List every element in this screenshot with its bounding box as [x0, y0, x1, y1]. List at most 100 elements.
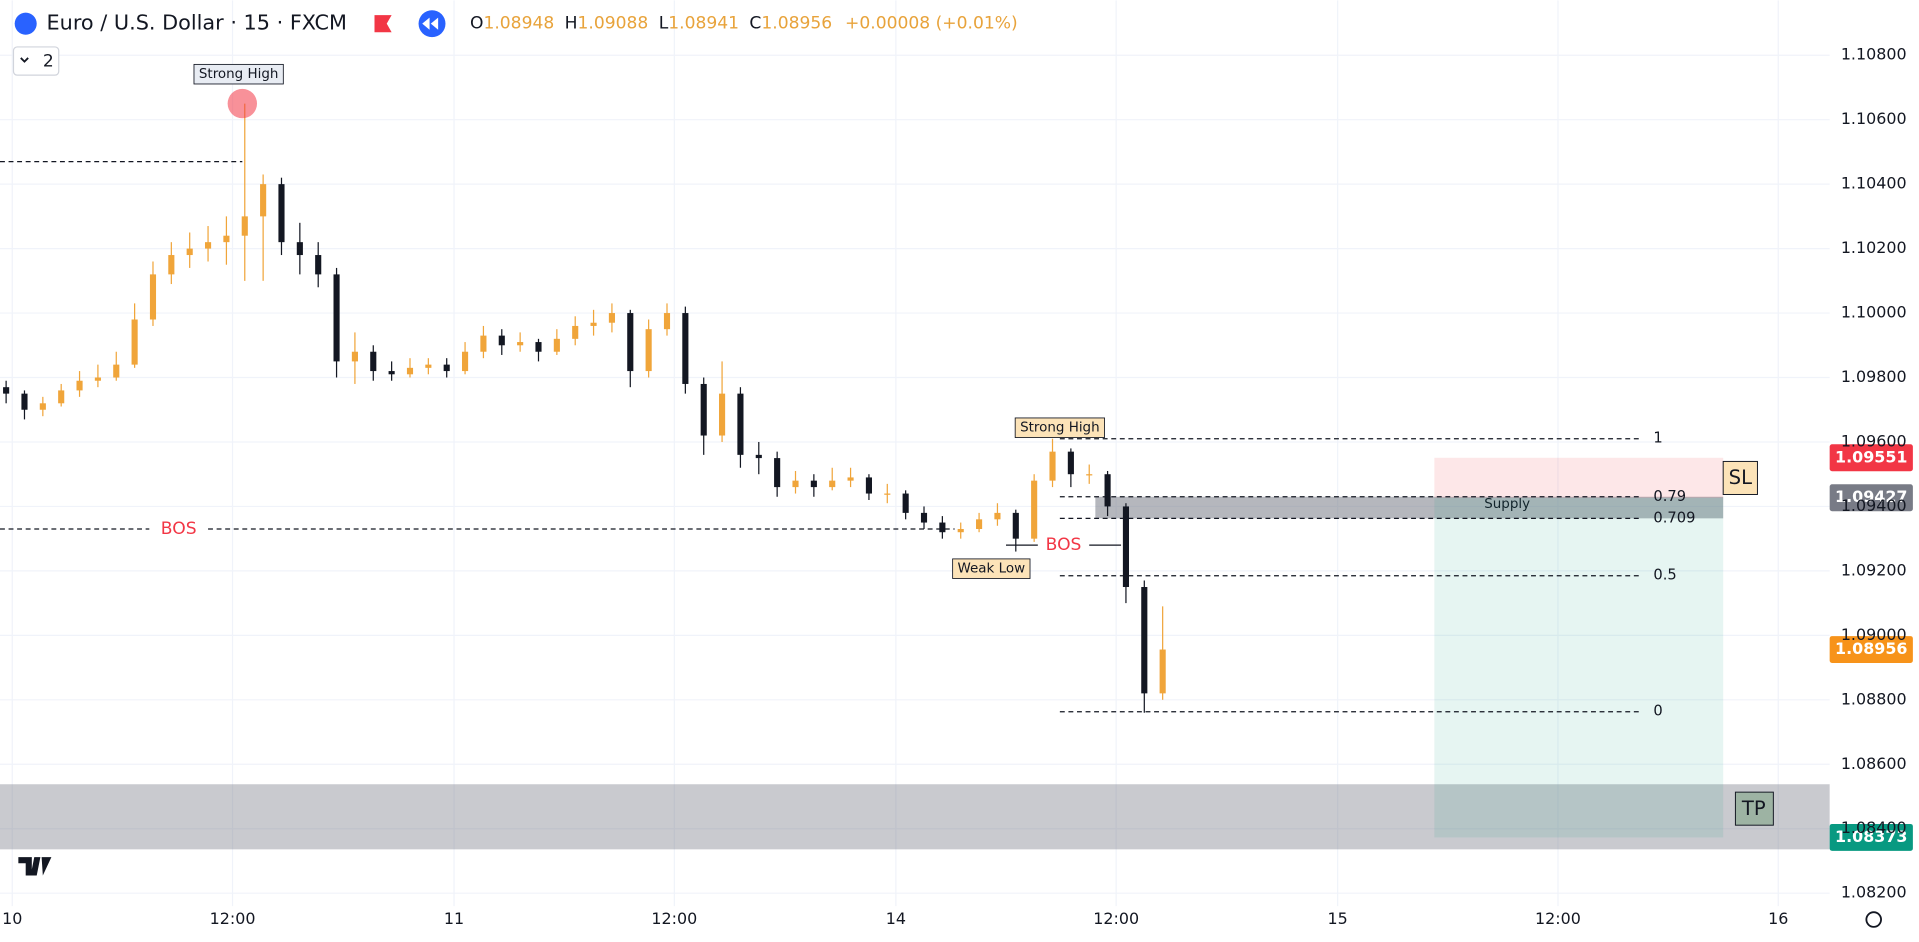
x-tick-label: 10	[2, 909, 22, 928]
zones: Supply SL TP	[0, 457, 1830, 850]
candle-body	[939, 522, 946, 533]
ohlc-label: H	[565, 14, 578, 34]
y-tick-label: 1.08400	[1841, 818, 1907, 837]
x-tick-label: 15	[1328, 909, 1348, 928]
y-tick-label: 1.09000	[1841, 625, 1907, 644]
annotations: Strong High BOS Strong High Weak Low BOS 1 0.7…	[0, 63, 1913, 851]
candle-body	[663, 313, 671, 330]
x-tick-label: 12:00	[651, 909, 697, 928]
candle-body	[737, 393, 744, 455]
stop-zone	[1434, 457, 1724, 498]
change: +0.00008 (+0.01%)	[845, 14, 1018, 34]
candle-body	[388, 371, 395, 375]
candle-body	[168, 255, 175, 275]
candle-body	[333, 274, 340, 362]
zone	[1095, 496, 1724, 519]
logo	[18, 857, 52, 876]
y-tick-label: 1.08200	[1841, 883, 1907, 902]
y-tick-label: 1.10800	[1841, 45, 1907, 64]
candle-body	[260, 184, 267, 217]
candle-body	[498, 335, 505, 346]
bos-label: BOS	[161, 519, 197, 539]
chevron-icon	[20, 57, 29, 63]
candle-body	[645, 329, 652, 372]
candle-body	[920, 512, 928, 523]
candle-body	[278, 184, 285, 243]
candle-body	[370, 351, 377, 372]
y-tick-label: 1.10400	[1841, 174, 1907, 193]
candle-body	[149, 274, 157, 320]
candle-body	[1159, 649, 1166, 694]
settings-button[interactable]	[1865, 911, 1882, 928]
ohlc-label: C	[749, 14, 761, 34]
y-tick-label: 1.08600	[1841, 754, 1907, 773]
candle-body	[700, 383, 707, 436]
candle-body	[462, 351, 469, 372]
candle-body	[517, 342, 524, 346]
price-tag	[1829, 444, 1913, 472]
candle-body	[443, 364, 450, 372]
x-tick-label: 16	[1768, 909, 1788, 928]
ohlc-label: L	[659, 14, 669, 34]
indicator-toggle[interactable]	[12, 46, 60, 76]
candle-body	[627, 313, 634, 372]
annotation-label: Strong High	[1020, 421, 1100, 436]
tp-label: TP	[1741, 797, 1766, 820]
y-tick-label: 1.08800	[1841, 689, 1907, 708]
candle-body	[204, 242, 212, 249]
replay-icon	[422, 17, 439, 30]
high-marker	[227, 88, 258, 119]
annotation-box	[1014, 417, 1105, 438]
candle-body	[719, 393, 726, 436]
sl-label: SL	[1729, 466, 1752, 489]
fib-label: 0	[1653, 703, 1662, 720]
candle-body	[608, 313, 615, 323]
price-tag-label: 1.08373	[1835, 827, 1907, 846]
candle-body	[572, 325, 579, 339]
ohlc-value: 1.08941	[668, 14, 739, 34]
header: Euro / U.S. Dollar · 15 · FXCM O1.08948 …	[12, 10, 1018, 76]
candle-body	[1141, 587, 1148, 694]
fib-label: 0.5	[1653, 567, 1676, 584]
annotation-label: Weak Low	[958, 562, 1026, 577]
candle-body	[1067, 451, 1074, 475]
candle-body	[994, 512, 1001, 520]
axes: 1.08200 1.08400 1.08600 1.08800 1.09000 1.092…	[2, 45, 1906, 928]
candle-body	[94, 377, 101, 381]
candle-body	[553, 338, 560, 352]
price-tag	[1829, 636, 1913, 663]
candle-body	[351, 351, 358, 362]
candle-body	[113, 364, 120, 378]
ohlc-readout: O1.08948 H1.09088 L1.08941 C1.08956 +0.0…	[470, 14, 1018, 34]
candle-body	[3, 387, 10, 394]
candle-body	[810, 480, 817, 488]
candle-body	[21, 393, 28, 410]
candle-body	[315, 255, 322, 275]
ohlc-value: 1.08948	[483, 14, 554, 34]
ohlc-value: 1.09088	[578, 14, 649, 34]
annotation-box	[952, 558, 1031, 579]
candle-body	[1031, 480, 1038, 539]
y-tick-label: 1.10200	[1841, 238, 1907, 257]
fib-label: 1	[1653, 430, 1662, 447]
zone	[0, 784, 1830, 850]
zone-label: Supply	[1484, 497, 1530, 512]
candle-body	[186, 248, 193, 256]
candle-body	[296, 242, 303, 256]
flag-icon[interactable]	[374, 15, 392, 33]
price-tag	[1829, 484, 1913, 512]
candle-body	[1086, 474, 1093, 476]
candle-body	[1049, 451, 1056, 481]
fib-label: 0.709	[1653, 509, 1695, 526]
candle-body	[406, 367, 414, 375]
candle-body	[131, 319, 138, 365]
ohlc-value: 1.08956	[761, 14, 832, 34]
grid	[0, 0, 1830, 907]
candle-body	[682, 313, 689, 384]
candles	[3, 103, 1166, 713]
x-tick-label: 12:00	[210, 909, 256, 928]
ohlc-label: O	[470, 14, 483, 34]
price-tag-label: 1.08956	[1835, 639, 1907, 658]
